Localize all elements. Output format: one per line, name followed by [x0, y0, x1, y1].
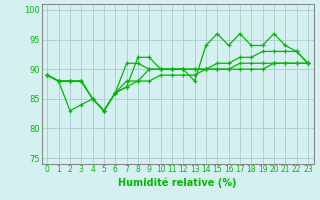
X-axis label: Humidité relative (%): Humidité relative (%) [118, 177, 237, 188]
